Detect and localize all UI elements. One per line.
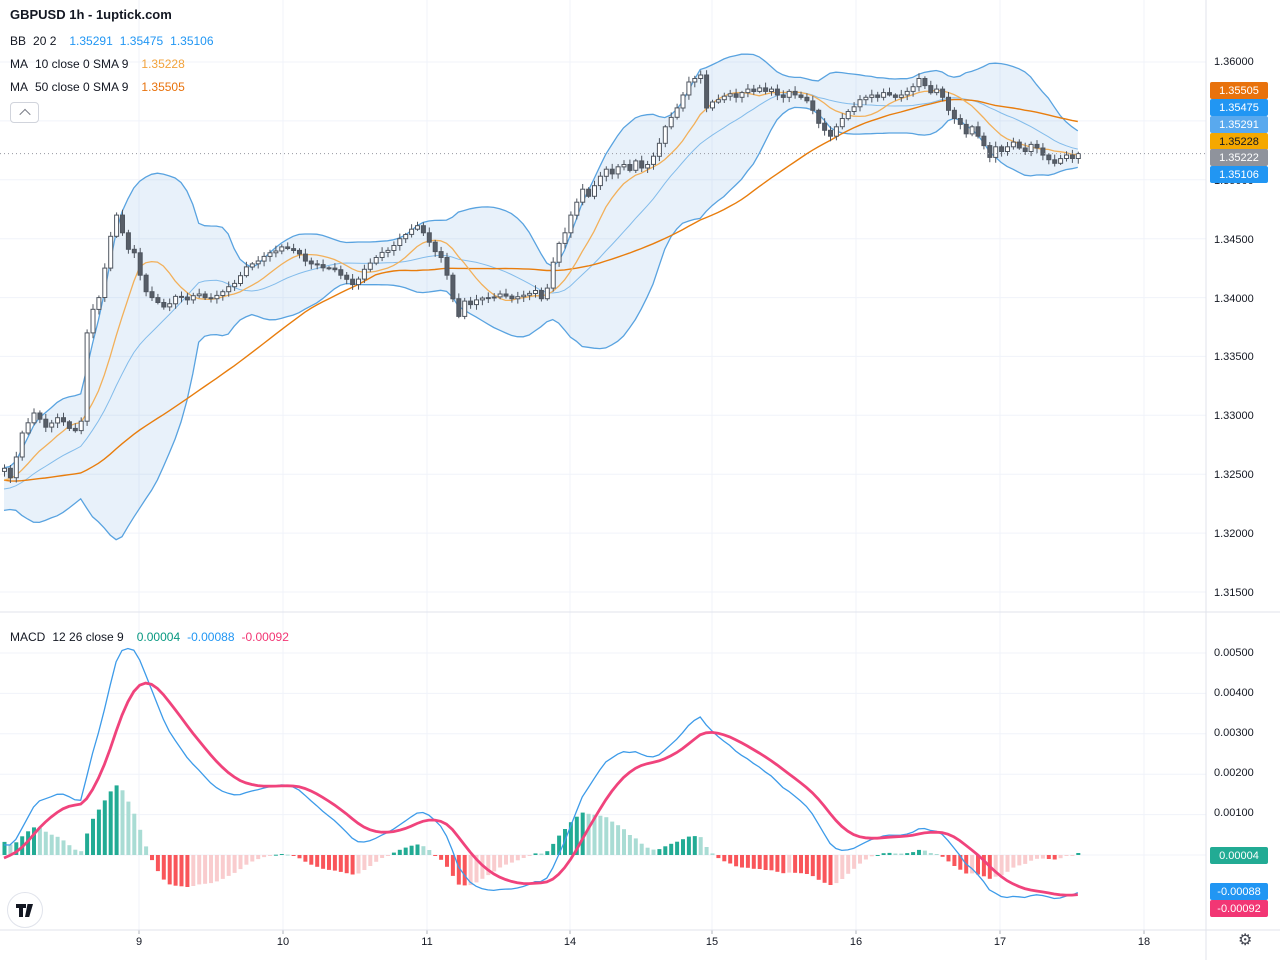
macd-legend-row[interactable]: MACD 12 26 close 9 0.00004 -0.00088 -0.0…	[10, 630, 289, 644]
price-axis-label: 1.34000	[1214, 293, 1254, 305]
macd-axis-badge: -0.00092	[1210, 900, 1268, 917]
ma10-legend-row[interactable]: MA 10 close 0 SMA 9 1.35228	[10, 57, 185, 71]
time-axis-label[interactable]: 18	[1137, 936, 1151, 948]
macd-axis-badge: 0.00004	[1210, 847, 1268, 864]
price-axis-label: 1.33000	[1214, 410, 1254, 422]
settings-gear-icon[interactable]: ⚙	[1238, 932, 1253, 949]
symbol-title: GBPUSD 1h - 1uptick.com	[10, 7, 172, 22]
price-axis-label: 1.33500	[1214, 351, 1254, 363]
time-axis-label[interactable]: 9	[135, 936, 143, 948]
price-axis-label: 1.31500	[1214, 587, 1254, 599]
bb-legend-label: BB	[10, 34, 27, 48]
bb-legend-params: 20 2	[33, 34, 57, 48]
price-axis-badge: 1.35291	[1210, 116, 1268, 133]
time-axis-label[interactable]: 14	[563, 936, 577, 948]
bb-lower-value: 1.35106	[170, 34, 214, 48]
price-axis-badge: 1.35106	[1210, 166, 1268, 183]
price-axis-label: 1.36000	[1214, 56, 1254, 68]
macd-hist-value: 0.00004	[136, 630, 181, 644]
legend-collapse-button[interactable]	[10, 102, 39, 123]
macd-legend-params: 12 26 close 9	[52, 630, 124, 644]
ma10-legend-params: 10 close 0 SMA 9	[35, 57, 129, 71]
chevron-up-icon	[18, 108, 31, 120]
macd-signal-value: -0.00092	[241, 630, 289, 644]
macd-axis-label: 0.00100	[1214, 807, 1254, 819]
ma50-legend-row[interactable]: MA 50 close 0 SMA 9 1.35505	[10, 80, 185, 94]
price-axis-badge: 1.35505	[1210, 82, 1268, 99]
time-axis-label[interactable]: 16	[849, 936, 863, 948]
ma50-legend-params: 50 close 0 SMA 9	[35, 80, 129, 94]
ma10-legend-label: MA	[10, 57, 28, 71]
price-axis-badge: 1.35228	[1210, 133, 1268, 150]
tradingview-logo[interactable]	[7, 892, 43, 928]
price-axis-badge: 1.35222	[1210, 149, 1268, 166]
ma50-value: 1.35505	[141, 80, 185, 94]
ma50-legend-label: MA	[10, 80, 28, 94]
time-axis-label[interactable]: 11	[421, 936, 433, 948]
time-axis-label[interactable]: 17	[993, 936, 1007, 948]
macd-axis-label: 0.00400	[1214, 687, 1254, 699]
price-axis-label: 1.32000	[1214, 528, 1254, 540]
bb-basis-value: 1.35291	[69, 34, 113, 48]
macd-axis-label: 0.00200	[1214, 767, 1254, 779]
macd-line-value: -0.00088	[187, 630, 235, 644]
macd-axis-label: 0.00300	[1214, 727, 1254, 739]
tradingview-logo-glyph	[16, 903, 33, 917]
macd-legend-label: MACD	[10, 630, 46, 644]
time-axis-label[interactable]: 10	[276, 936, 290, 948]
macd-axis-badge: -0.00088	[1210, 883, 1268, 900]
price-axis-label: 1.32500	[1214, 469, 1254, 481]
bb-upper-value: 1.35475	[119, 34, 164, 48]
bb-legend-row[interactable]: BB 20 2 1.35291 1.35475 1.35106	[10, 34, 214, 48]
ma10-value: 1.35228	[141, 57, 185, 71]
macd-axis-label: 0.00500	[1214, 647, 1254, 659]
price-axis-badge: 1.35475	[1210, 99, 1268, 116]
time-axis-label[interactable]: 15	[705, 936, 719, 948]
price-axis-label: 1.34500	[1214, 234, 1254, 246]
